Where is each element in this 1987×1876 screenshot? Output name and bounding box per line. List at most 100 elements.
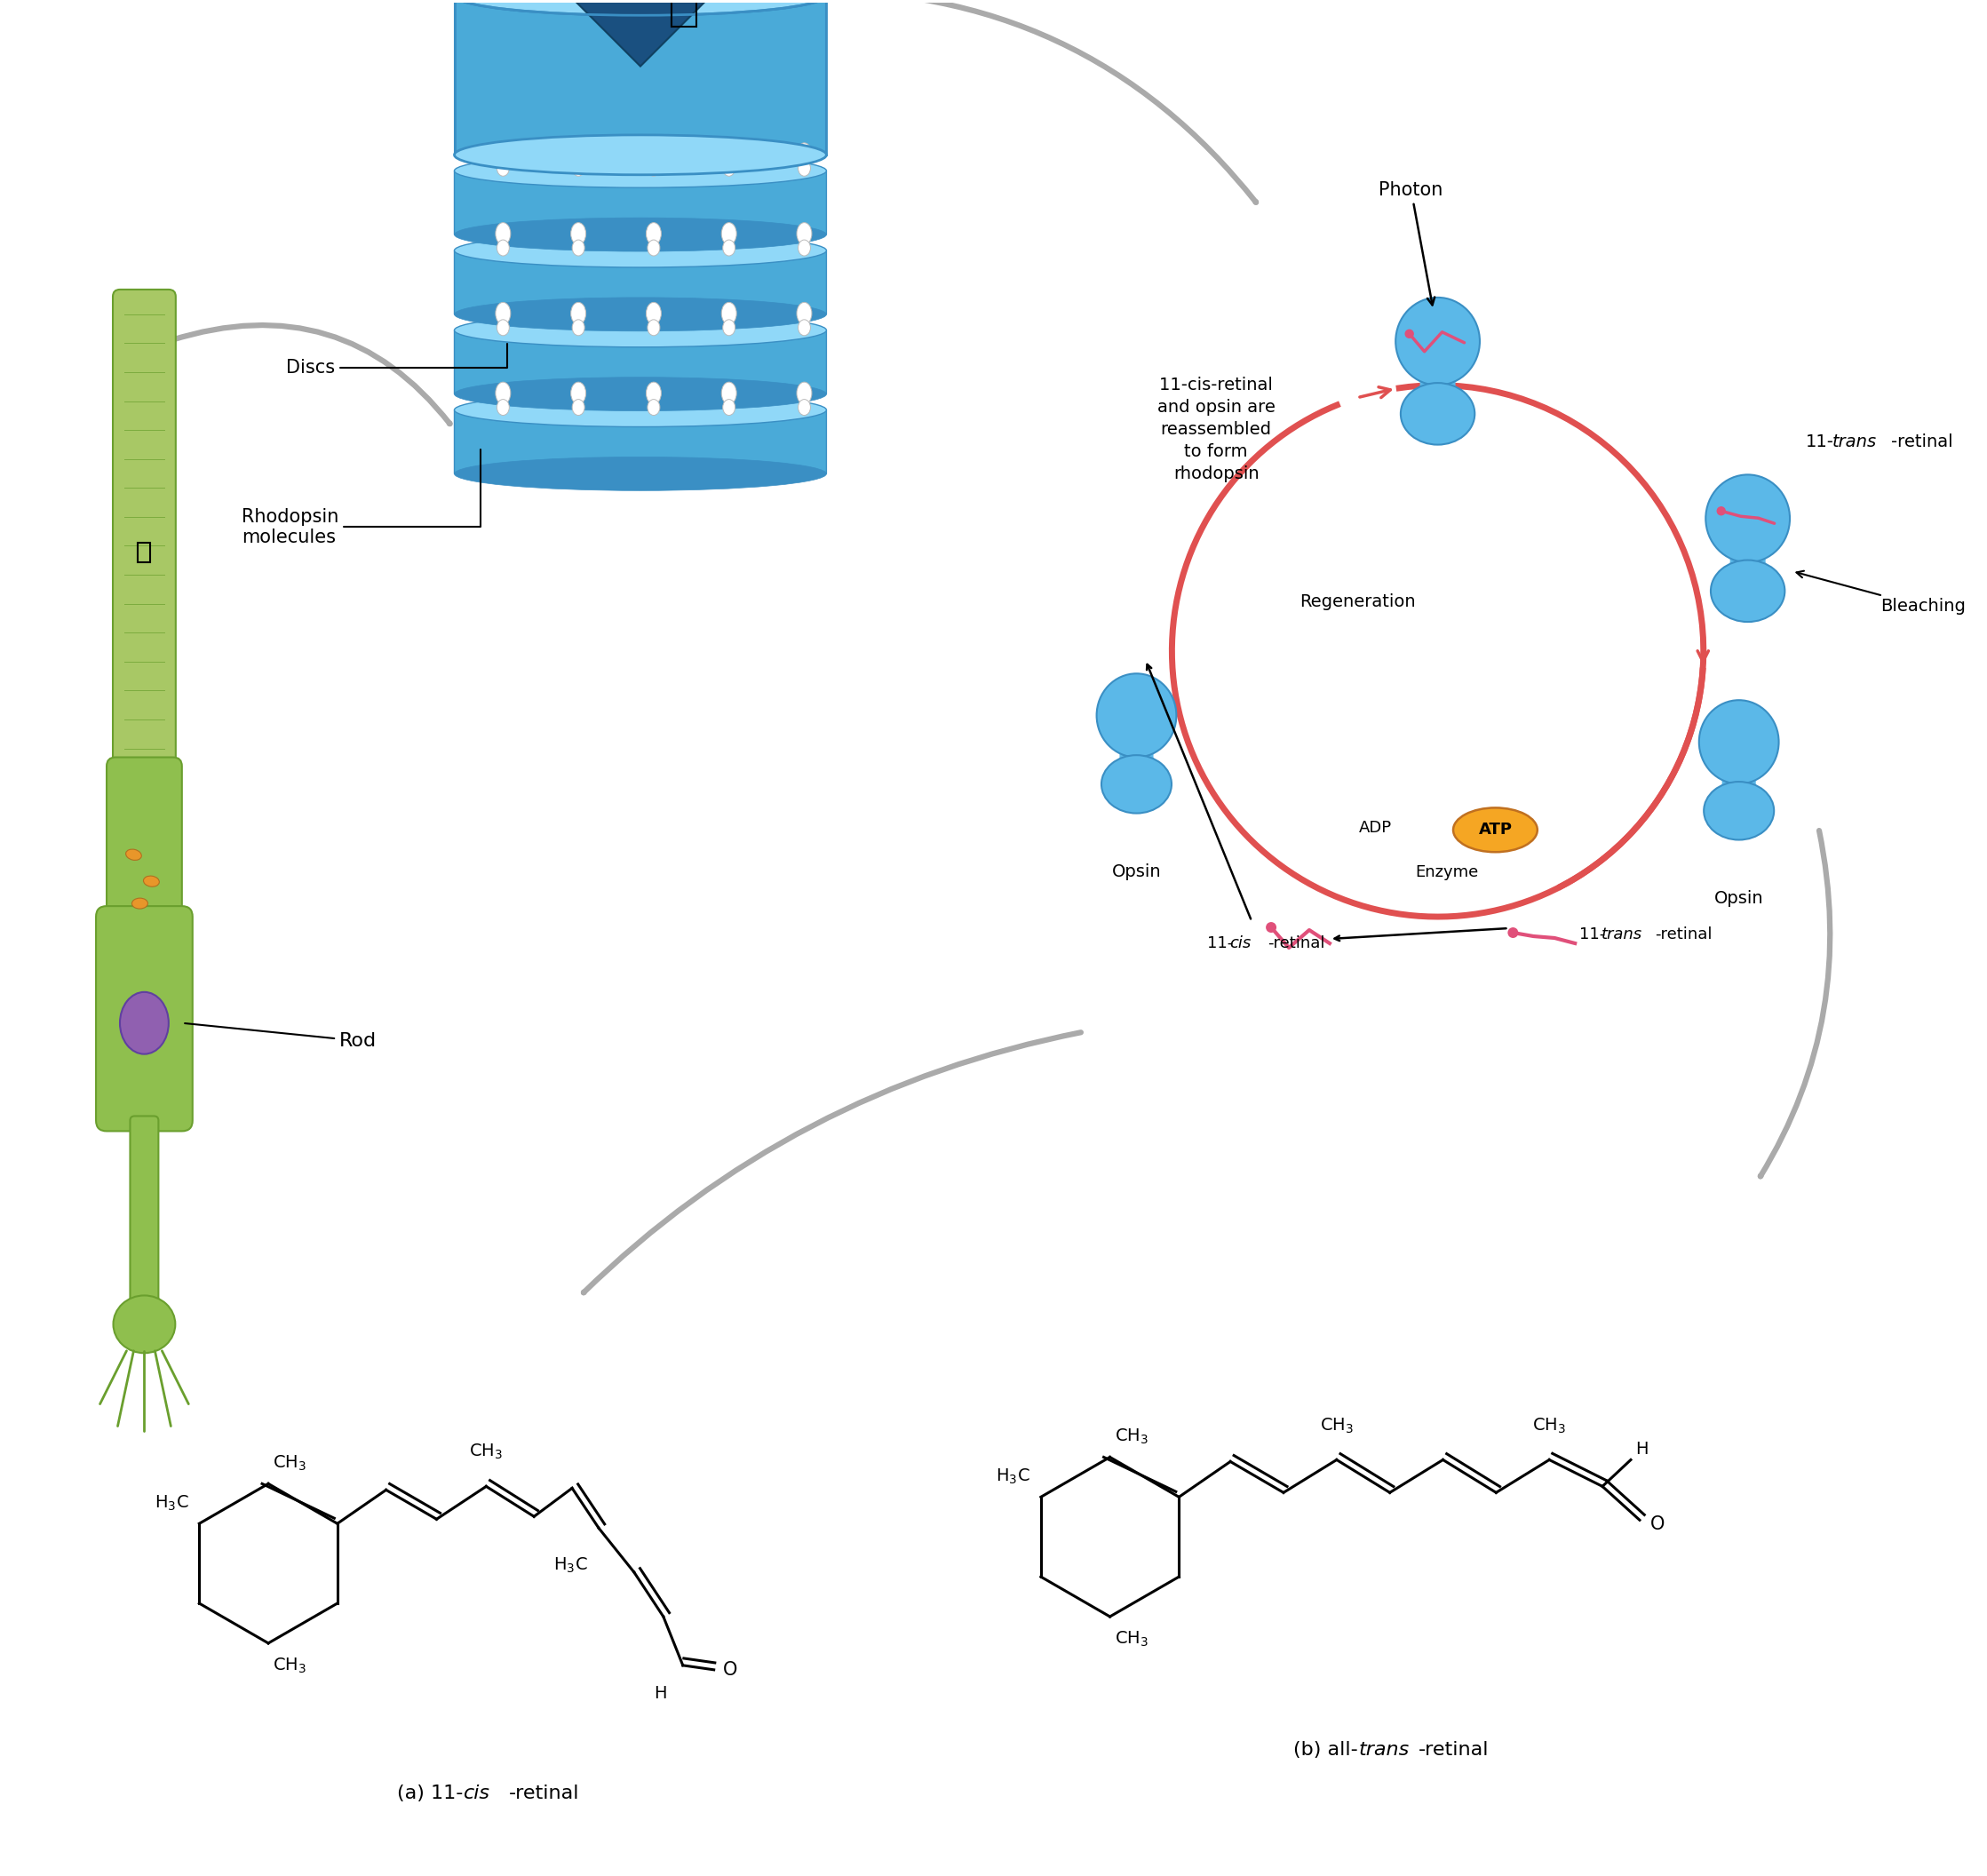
Bar: [137, 542, 151, 563]
Ellipse shape: [455, 298, 827, 332]
Ellipse shape: [646, 383, 662, 403]
FancyArrowPatch shape: [584, 1032, 1081, 1293]
Ellipse shape: [721, 143, 737, 165]
Text: Bleaching: Bleaching: [1796, 570, 1965, 615]
Ellipse shape: [455, 0, 827, 15]
Ellipse shape: [723, 159, 735, 176]
Ellipse shape: [455, 154, 827, 188]
Text: -retinal: -retinal: [509, 1784, 580, 1803]
Ellipse shape: [797, 143, 813, 165]
Ellipse shape: [119, 992, 169, 1054]
FancyBboxPatch shape: [455, 330, 827, 394]
FancyBboxPatch shape: [107, 758, 183, 925]
Ellipse shape: [797, 223, 813, 244]
Ellipse shape: [721, 302, 737, 325]
Text: H$_3$C: H$_3$C: [155, 1493, 189, 1512]
Ellipse shape: [648, 240, 660, 255]
Text: CH$_3$: CH$_3$: [1115, 1428, 1148, 1446]
Ellipse shape: [143, 876, 159, 887]
Ellipse shape: [648, 400, 660, 415]
Text: 11-: 11-: [1208, 936, 1234, 951]
FancyBboxPatch shape: [455, 251, 827, 315]
Ellipse shape: [495, 143, 511, 165]
Text: -retinal: -retinal: [1419, 1741, 1488, 1758]
Text: cis: cis: [465, 1784, 491, 1803]
Circle shape: [1405, 330, 1413, 338]
Ellipse shape: [799, 400, 811, 415]
Ellipse shape: [497, 400, 509, 415]
Ellipse shape: [455, 458, 827, 492]
Ellipse shape: [1699, 700, 1778, 784]
Ellipse shape: [572, 240, 584, 255]
Text: O: O: [1651, 1516, 1665, 1533]
FancyArrowPatch shape: [1760, 831, 1830, 1176]
Text: -retinal: -retinal: [1655, 927, 1713, 942]
Text: CH$_3$: CH$_3$: [469, 1443, 503, 1461]
Ellipse shape: [455, 394, 827, 428]
Ellipse shape: [455, 0, 827, 15]
Text: (b) all-: (b) all-: [1294, 1741, 1357, 1758]
Ellipse shape: [1395, 298, 1480, 385]
Polygon shape: [455, 0, 827, 156]
Ellipse shape: [455, 377, 827, 411]
Circle shape: [1717, 507, 1725, 516]
Ellipse shape: [1097, 673, 1176, 758]
Text: Regeneration: Regeneration: [1299, 593, 1417, 610]
Ellipse shape: [1401, 383, 1474, 445]
FancyArrowPatch shape: [803, 0, 1256, 203]
Text: CH$_3$: CH$_3$: [1532, 1416, 1566, 1435]
Ellipse shape: [570, 383, 586, 403]
Text: Opsin: Opsin: [1113, 863, 1160, 880]
Ellipse shape: [570, 143, 586, 165]
Text: 11-​cis-retinal
and opsin are
reassembled
to form
rhodopsin: 11-​cis-retinal and opsin are reassemble…: [1156, 377, 1276, 482]
Ellipse shape: [1705, 475, 1790, 563]
Text: (a) 11-: (a) 11-: [397, 1784, 463, 1803]
FancyBboxPatch shape: [1731, 538, 1766, 568]
Ellipse shape: [572, 319, 584, 336]
Ellipse shape: [455, 313, 827, 347]
Text: Rhodopsin
molecules: Rhodopsin molecules: [242, 450, 481, 546]
Text: CH$_3$: CH$_3$: [1115, 1630, 1148, 1649]
Ellipse shape: [646, 302, 662, 325]
Text: ADP: ADP: [1359, 820, 1393, 837]
FancyBboxPatch shape: [95, 906, 193, 1131]
Ellipse shape: [723, 400, 735, 415]
Text: 11-: 11-: [1580, 927, 1605, 942]
Ellipse shape: [455, 234, 827, 268]
Bar: [672, 2, 695, 26]
Ellipse shape: [799, 240, 811, 255]
Ellipse shape: [497, 159, 509, 176]
Ellipse shape: [646, 143, 662, 165]
Ellipse shape: [125, 850, 141, 861]
Circle shape: [1508, 927, 1518, 938]
Text: ATP: ATP: [1478, 822, 1512, 839]
FancyBboxPatch shape: [113, 289, 175, 773]
Text: trans: trans: [1832, 433, 1876, 450]
Ellipse shape: [797, 383, 813, 403]
Ellipse shape: [455, 218, 827, 251]
Text: trans: trans: [1359, 1741, 1409, 1758]
FancyBboxPatch shape: [455, 411, 827, 475]
Ellipse shape: [1703, 782, 1774, 840]
Text: Photon: Photon: [1379, 182, 1443, 306]
Ellipse shape: [570, 302, 586, 325]
Text: H$_3$C: H$_3$C: [554, 1557, 588, 1576]
Text: H$_3$C: H$_3$C: [995, 1467, 1029, 1486]
Ellipse shape: [570, 223, 586, 244]
Text: Opsin: Opsin: [1715, 889, 1764, 906]
Ellipse shape: [721, 223, 737, 244]
Ellipse shape: [723, 240, 735, 255]
FancyBboxPatch shape: [455, 171, 827, 234]
Ellipse shape: [1711, 561, 1784, 621]
Ellipse shape: [572, 400, 584, 415]
Text: -retinal: -retinal: [1268, 936, 1325, 951]
Ellipse shape: [497, 240, 509, 255]
Ellipse shape: [495, 302, 511, 325]
Ellipse shape: [131, 899, 147, 908]
Ellipse shape: [721, 383, 737, 403]
FancyBboxPatch shape: [1421, 362, 1454, 392]
FancyBboxPatch shape: [1119, 734, 1152, 764]
Ellipse shape: [799, 319, 811, 336]
Circle shape: [1266, 921, 1276, 932]
Ellipse shape: [797, 302, 813, 325]
